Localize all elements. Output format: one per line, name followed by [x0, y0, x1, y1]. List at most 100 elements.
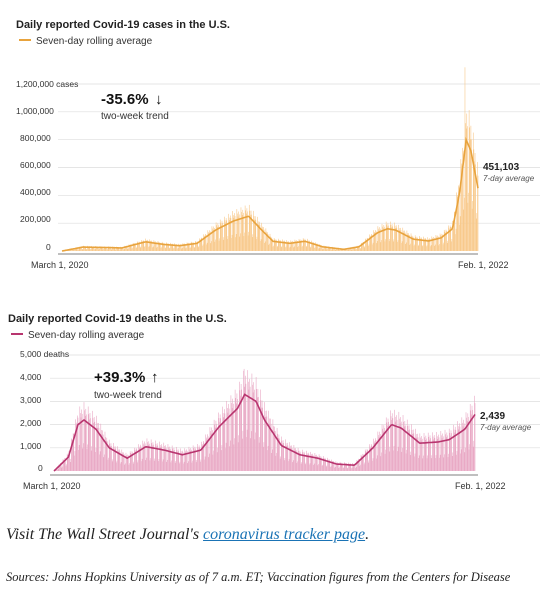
- daily-bar: [391, 419, 392, 471]
- daily-bar: [141, 241, 143, 251]
- daily-bar: [257, 388, 259, 471]
- daily-bar: [228, 213, 229, 251]
- daily-bar: [77, 249, 79, 251]
- daily-bar: [196, 460, 198, 471]
- daily-bar: [199, 447, 201, 471]
- daily-bar: [392, 226, 393, 251]
- daily-bar: [71, 438, 72, 471]
- daily-bar: [472, 132, 474, 251]
- daily-bar: [420, 437, 421, 471]
- daily-bar: [200, 459, 202, 471]
- daily-bar: [456, 192, 457, 251]
- daily-bar: [289, 247, 290, 251]
- daily-bar: [374, 443, 376, 471]
- daily-bar: [452, 220, 453, 251]
- daily-bar: [293, 247, 295, 251]
- daily-bar: [363, 454, 364, 471]
- daily-bar: [356, 248, 357, 251]
- daily-bar: [282, 240, 284, 251]
- daily-bar: [165, 445, 166, 471]
- daily-bar: [442, 433, 443, 471]
- daily-bar: [299, 240, 300, 251]
- daily-bar: [228, 408, 230, 471]
- daily-bar: [368, 460, 370, 471]
- daily-bar: [398, 411, 400, 471]
- daily-bar: [340, 463, 342, 471]
- daily-bar: [201, 238, 203, 251]
- daily-bar: [94, 421, 96, 471]
- daily-bar: [109, 246, 111, 251]
- daily-bar: [74, 451, 76, 471]
- daily-bar: [435, 235, 437, 251]
- daily-bar: [370, 447, 371, 471]
- daily-bar: [182, 243, 184, 251]
- daily-bar: [191, 449, 192, 471]
- daily-bar: [307, 238, 308, 251]
- daily-bar: [330, 249, 332, 251]
- daily-bar: [317, 465, 319, 471]
- daily-bar: [129, 463, 130, 471]
- daily-bar: [130, 244, 132, 251]
- daily-bar: [401, 242, 402, 251]
- daily-bar: [226, 400, 228, 471]
- daily-bar: [307, 240, 309, 251]
- daily-bar: [190, 241, 192, 251]
- daily-bar: [285, 439, 286, 471]
- daily-bar: [331, 459, 332, 471]
- daily-bar: [153, 460, 155, 471]
- daily-bar: [119, 449, 120, 471]
- daily-bar: [164, 448, 166, 471]
- daily-bar: [254, 219, 255, 251]
- daily-bar: [208, 233, 210, 251]
- daily-bar: [443, 242, 444, 251]
- daily-bar: [458, 185, 459, 251]
- daily-bar: [476, 213, 478, 251]
- daily-bar: [269, 423, 271, 471]
- daily-bar: [474, 161, 475, 251]
- daily-bar: [423, 236, 424, 251]
- daily-bar: [81, 413, 83, 471]
- daily-bar: [271, 449, 273, 471]
- daily-bar: [294, 448, 295, 471]
- daily-bar: [206, 437, 207, 471]
- daily-bar: [208, 457, 210, 471]
- daily-bar: [56, 467, 58, 471]
- daily-bar: [190, 448, 192, 471]
- daily-bar: [324, 246, 326, 251]
- daily-bar: [167, 243, 169, 251]
- daily-bar: [444, 454, 445, 471]
- daily-bar: [90, 249, 91, 251]
- daily-bar: [457, 196, 459, 251]
- daily-bar: [471, 414, 472, 471]
- daily-bar: [412, 433, 413, 471]
- daily-bar: [185, 248, 187, 251]
- deaths-trend-label: two-week trend: [94, 390, 162, 401]
- coronavirus-tracker-link[interactable]: coronavirus tracker page: [203, 526, 366, 543]
- daily-bar: [102, 246, 103, 251]
- daily-bar: [323, 245, 325, 251]
- daily-bar: [106, 437, 108, 471]
- daily-bar: [406, 230, 408, 251]
- daily-bar: [327, 249, 328, 251]
- daily-bar: [467, 126, 468, 251]
- daily-bar: [170, 242, 171, 251]
- daily-bar: [143, 240, 145, 251]
- daily-bar: [307, 454, 308, 471]
- daily-bar: [112, 247, 114, 251]
- daily-bar: [164, 243, 165, 251]
- daily-bar: [157, 246, 158, 251]
- daily-bar: [110, 446, 111, 471]
- daily-bar: [104, 246, 105, 251]
- daily-bar: [249, 378, 250, 471]
- daily-bar: [295, 240, 296, 251]
- daily-bar: [341, 462, 343, 471]
- daily-bar: [386, 224, 388, 251]
- daily-bar: [285, 443, 287, 471]
- daily-bar: [375, 231, 377, 251]
- daily-bar: [399, 418, 400, 471]
- daily-bar: [80, 417, 82, 471]
- daily-bar: [378, 437, 380, 471]
- daily-bar: [255, 432, 256, 471]
- daily-bar: [172, 448, 174, 471]
- daily-bar: [287, 242, 289, 251]
